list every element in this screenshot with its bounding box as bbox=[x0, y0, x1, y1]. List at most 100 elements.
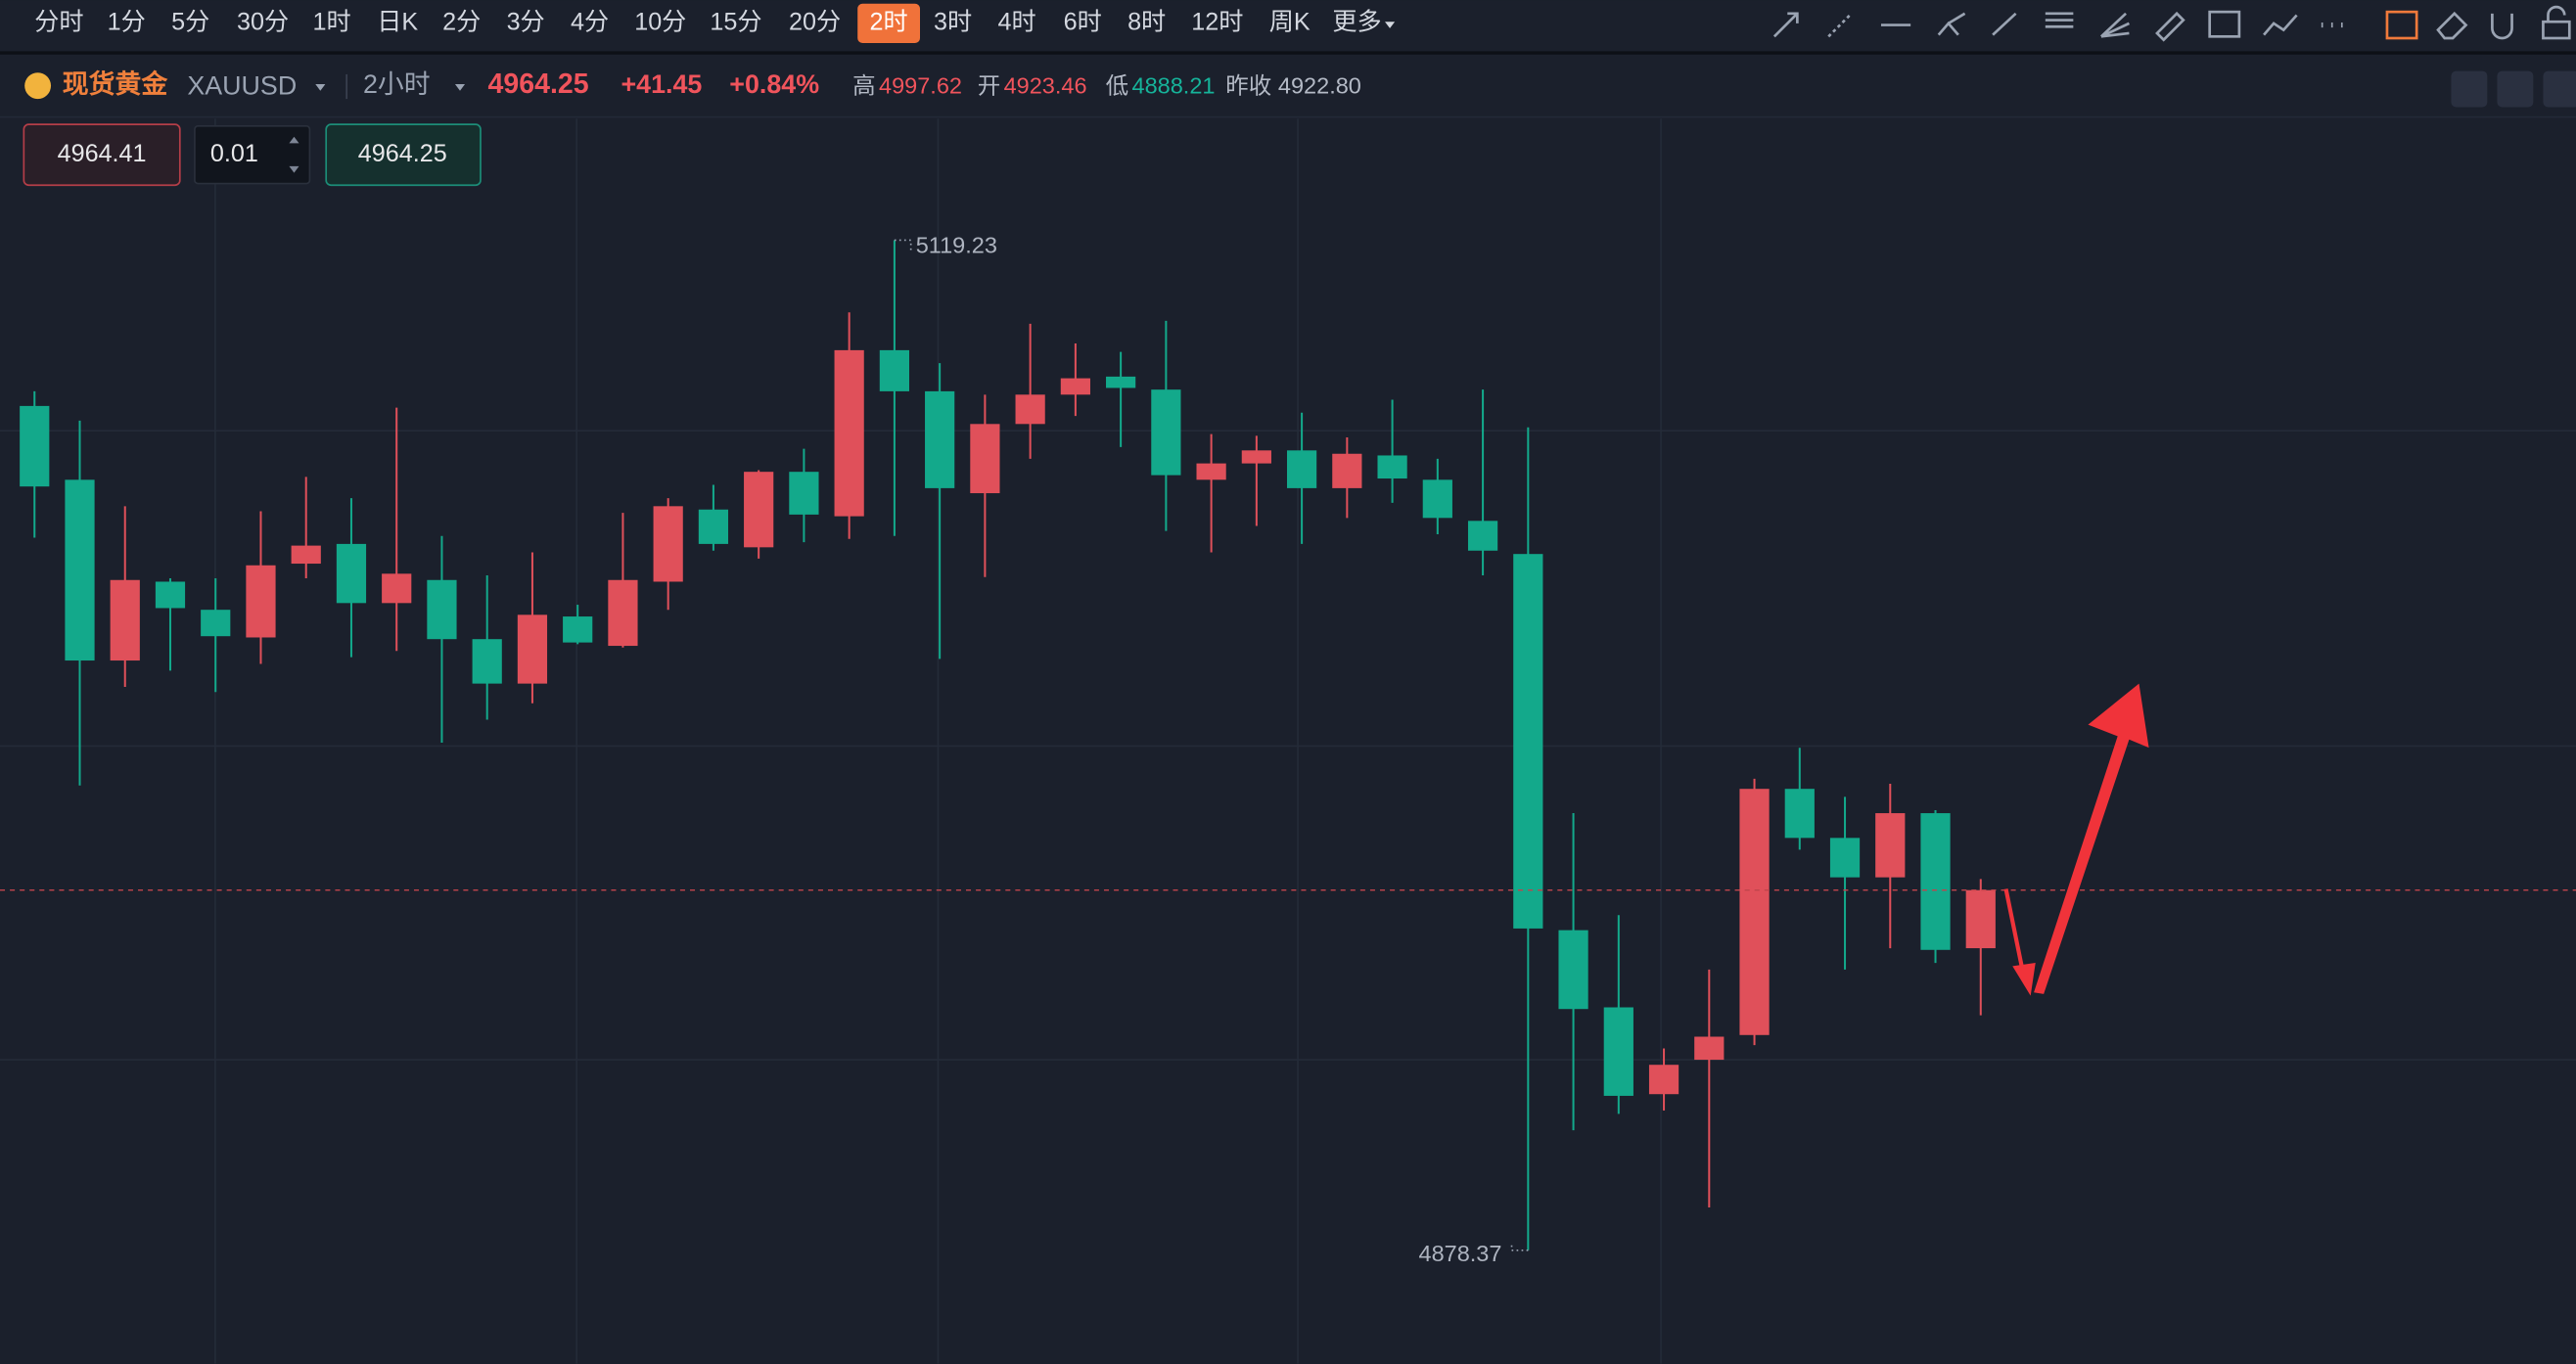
open-label: 开 bbox=[978, 73, 1001, 99]
buy-button[interactable] bbox=[325, 123, 482, 187]
symbol-code[interactable]: XAUUSD bbox=[187, 70, 297, 100]
drawing-tools[interactable] bbox=[1772, 5, 2571, 42]
annotation-arrow bbox=[2003, 888, 2025, 971]
active-tab[interactable] bbox=[857, 3, 920, 44]
candle-body bbox=[1784, 789, 1815, 839]
ray-tool[interactable] bbox=[1772, 12, 1799, 38]
candle-body bbox=[427, 579, 457, 640]
timeframe[interactable]: 4分 bbox=[571, 9, 609, 36]
timeframe[interactable]: 15分 bbox=[710, 9, 761, 36]
candle-body bbox=[1558, 930, 1588, 1010]
open-value: 4923.46 bbox=[1004, 73, 1087, 99]
candle-body bbox=[65, 479, 95, 661]
toolbar bbox=[0, 0, 2576, 52]
timeframe[interactable]: 4时 bbox=[997, 9, 1035, 36]
timeframe[interactable]: 更多 bbox=[1332, 9, 1381, 36]
annotation-arrow bbox=[2034, 683, 2149, 994]
candle-body bbox=[1739, 789, 1770, 1035]
candle-body bbox=[382, 573, 412, 604]
annotation-arrow-head bbox=[2012, 963, 2036, 996]
candle-body bbox=[110, 579, 140, 661]
caret bbox=[1385, 22, 1396, 28]
edit-tool[interactable] bbox=[2385, 10, 2418, 40]
timeframe[interactable]: 3分 bbox=[507, 9, 545, 36]
eraser-tool[interactable] bbox=[2436, 11, 2468, 40]
trend-tool[interactable] bbox=[2263, 14, 2298, 36]
timeframe[interactable]: 2分 bbox=[442, 9, 481, 36]
candle-body bbox=[879, 349, 910, 391]
candle-body bbox=[1875, 813, 1906, 878]
prev-label: 昨收 bbox=[1225, 73, 1271, 99]
candle-button[interactable] bbox=[2543, 70, 2576, 108]
image-tool[interactable] bbox=[2208, 10, 2241, 38]
candle-body bbox=[563, 616, 593, 643]
brush-tool[interactable] bbox=[2155, 11, 2185, 42]
timeframe[interactable]: 1分 bbox=[108, 9, 146, 36]
fan-tool[interactable] bbox=[2099, 12, 2131, 38]
sell-button[interactable] bbox=[23, 123, 181, 187]
candle-body bbox=[1829, 838, 1861, 878]
candle-body bbox=[1196, 463, 1226, 480]
candle-body bbox=[155, 581, 186, 609]
timeframe[interactable]: 10分 bbox=[634, 9, 686, 36]
high-value: 4997.62 bbox=[879, 73, 962, 99]
timeframe[interactable]: 30分 bbox=[237, 9, 289, 36]
candle-body bbox=[744, 472, 774, 548]
path-tool[interactable] bbox=[1937, 12, 1966, 36]
timeframe[interactable]: 5分 bbox=[171, 9, 209, 36]
high-label: 高 bbox=[852, 73, 876, 99]
chart-tools[interactable] bbox=[2451, 70, 2576, 108]
gold-icon bbox=[24, 72, 52, 100]
candle-body bbox=[834, 349, 864, 517]
low-value: 4888.21 bbox=[1132, 73, 1216, 99]
lot-value[interactable]: 0.01 bbox=[210, 140, 258, 167]
prev-value: 4922.80 bbox=[1278, 73, 1361, 99]
caret bbox=[315, 84, 326, 91]
draw-button[interactable] bbox=[2497, 70, 2534, 108]
candle-body bbox=[970, 424, 1000, 494]
timeframe[interactable]: 3时 bbox=[934, 9, 972, 36]
lot-input[interactable] bbox=[194, 124, 311, 185]
min-label: 4878.37 bbox=[1419, 1241, 1502, 1266]
candle-body bbox=[1151, 389, 1181, 476]
candle-body bbox=[20, 405, 50, 487]
change-pct: +0.84% bbox=[729, 69, 819, 99]
buy-price[interactable]: 4964.25 bbox=[358, 140, 447, 167]
period[interactable]: 2小时 bbox=[363, 69, 431, 99]
timeframe[interactable]: 1时 bbox=[312, 9, 350, 36]
lock-shackle bbox=[2547, 5, 2566, 23]
lock-tool[interactable] bbox=[2542, 20, 2571, 40]
candle-body bbox=[925, 390, 955, 488]
candle-body bbox=[1060, 378, 1090, 395]
timeframe[interactable]: 2时 bbox=[870, 9, 908, 36]
timeframe[interactable]: 日K bbox=[377, 9, 418, 36]
timeframe[interactable]: 6时 bbox=[1064, 9, 1102, 36]
magnet-tool[interactable] bbox=[2491, 13, 2513, 40]
candle-body bbox=[1603, 1007, 1633, 1096]
candle-body bbox=[291, 545, 321, 565]
candle-body bbox=[1513, 554, 1543, 929]
fib-tool[interactable] bbox=[2045, 12, 2074, 28]
candle-body bbox=[653, 506, 683, 582]
segment-tool[interactable] bbox=[1992, 12, 2017, 36]
candle-body bbox=[608, 579, 638, 647]
indicator-button[interactable] bbox=[2451, 70, 2488, 108]
candle-body bbox=[789, 472, 819, 515]
max-label: 5119.23 bbox=[916, 232, 997, 257]
ext-line-tool[interactable] bbox=[1827, 12, 1853, 38]
candle-body bbox=[698, 509, 729, 544]
timeframe[interactable]: 12时 bbox=[1191, 9, 1243, 36]
candle-body bbox=[1422, 479, 1452, 519]
candle-body bbox=[1241, 450, 1271, 464]
timeframe[interactable]: 分时 bbox=[34, 9, 83, 36]
sell-price[interactable]: 4964.41 bbox=[58, 140, 147, 167]
candle-body bbox=[1648, 1065, 1679, 1095]
timeframe[interactable]: 20分 bbox=[789, 9, 841, 36]
candle-body bbox=[201, 610, 231, 637]
timeframe[interactable]: 8时 bbox=[1127, 9, 1166, 36]
timeframe[interactable]: 周K bbox=[1269, 9, 1311, 36]
candle-body bbox=[517, 614, 548, 684]
caret bbox=[454, 84, 466, 91]
symbol-name[interactable]: 现货黄金 bbox=[63, 68, 168, 99]
